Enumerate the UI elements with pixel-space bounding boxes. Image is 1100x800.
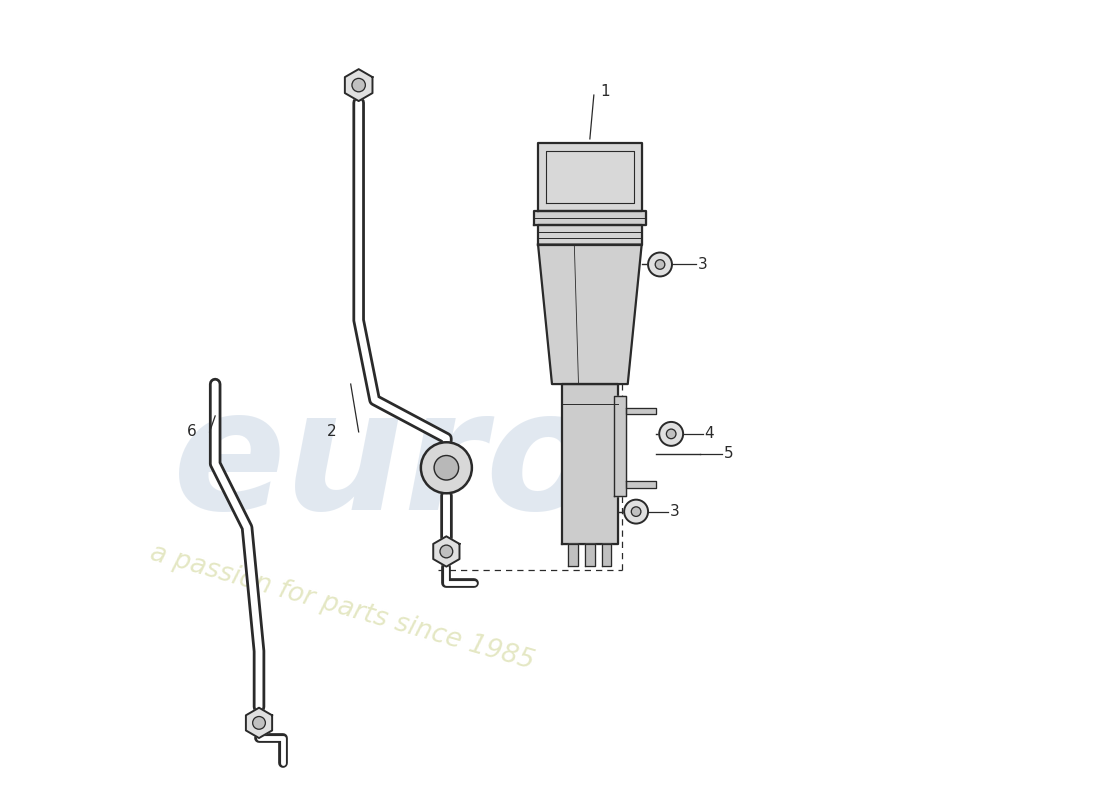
Text: 3: 3 bbox=[670, 504, 680, 519]
Text: 3: 3 bbox=[697, 257, 707, 272]
Polygon shape bbox=[626, 482, 656, 488]
Circle shape bbox=[440, 545, 453, 558]
Text: 5: 5 bbox=[724, 446, 734, 462]
Polygon shape bbox=[614, 396, 626, 496]
Circle shape bbox=[667, 429, 676, 438]
Text: 1: 1 bbox=[601, 83, 609, 98]
Polygon shape bbox=[602, 543, 612, 566]
Polygon shape bbox=[538, 143, 641, 210]
Circle shape bbox=[253, 717, 265, 730]
Text: a passion for parts since 1985: a passion for parts since 1985 bbox=[146, 540, 537, 674]
Polygon shape bbox=[626, 408, 656, 414]
Polygon shape bbox=[538, 225, 641, 245]
Polygon shape bbox=[246, 708, 272, 738]
Circle shape bbox=[624, 500, 648, 523]
Circle shape bbox=[434, 455, 459, 480]
Polygon shape bbox=[433, 536, 460, 566]
Polygon shape bbox=[569, 543, 578, 566]
Polygon shape bbox=[538, 245, 641, 384]
Circle shape bbox=[648, 253, 672, 277]
Polygon shape bbox=[562, 384, 618, 543]
Text: 4: 4 bbox=[705, 426, 714, 442]
Text: 2: 2 bbox=[327, 424, 337, 439]
Circle shape bbox=[631, 507, 641, 516]
Text: euro: euro bbox=[173, 382, 602, 546]
Circle shape bbox=[659, 422, 683, 446]
Text: 6: 6 bbox=[187, 424, 197, 439]
Polygon shape bbox=[345, 69, 373, 101]
Polygon shape bbox=[585, 543, 595, 566]
Circle shape bbox=[421, 442, 472, 494]
Polygon shape bbox=[535, 210, 646, 225]
Circle shape bbox=[656, 260, 664, 270]
Circle shape bbox=[352, 78, 365, 92]
